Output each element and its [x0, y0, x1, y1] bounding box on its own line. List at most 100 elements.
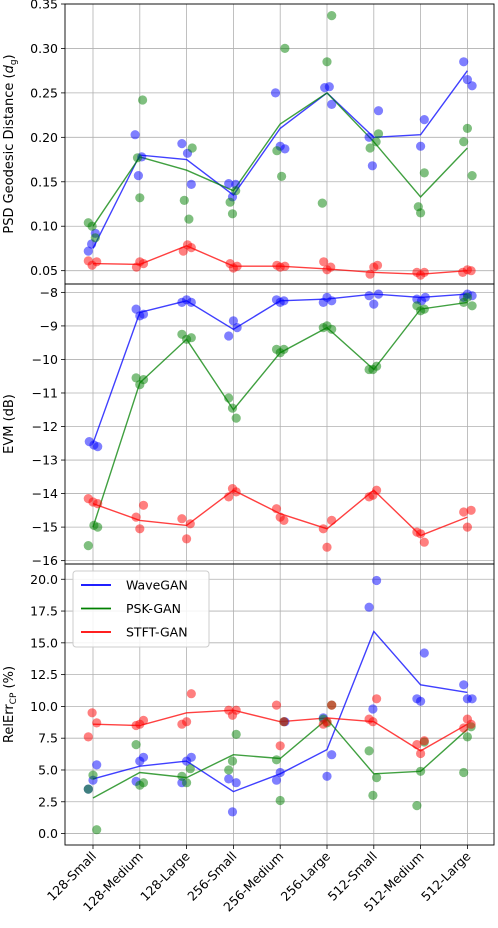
y-tick-label: 7.5: [38, 731, 58, 746]
series-line-psk-gan: [92, 91, 468, 227]
data-point-psk-gan: [416, 766, 426, 776]
data-point-wavegan: [92, 760, 102, 770]
data-point-psk-gan: [131, 740, 141, 750]
data-point-psk-gan: [327, 11, 337, 21]
data-point-psk-gan: [462, 123, 472, 133]
data-point-psk-gan: [131, 373, 141, 383]
data-point-wavegan: [369, 299, 379, 309]
y-tick-label: 0.20: [30, 130, 58, 145]
data-point-psk-gan: [227, 756, 238, 766]
y-tick-label: 12.5: [30, 667, 58, 682]
data-point-stft-gan: [419, 736, 429, 746]
data-point-psk-gan: [275, 795, 285, 806]
data-point-wavegan: [83, 246, 93, 256]
data-point-psk-gan: [83, 784, 93, 794]
data-point-wavegan: [420, 292, 430, 302]
data-point-stft-gan: [462, 522, 472, 532]
data-point-stft-gan: [275, 741, 285, 751]
data-point-wavegan: [228, 316, 238, 326]
data-point-wavegan: [327, 750, 337, 760]
data-point-stft-gan: [466, 719, 476, 729]
data-point-psk-gan: [373, 129, 384, 139]
legend-entry-psk-gan: PSK-GAN: [126, 601, 181, 616]
data-point-psk-gan: [92, 825, 102, 835]
data-point-stft-gan: [177, 514, 187, 524]
y-tick-label: 10.0: [30, 699, 58, 714]
data-point-wavegan: [419, 648, 429, 658]
data-point-psk-gan: [419, 168, 429, 178]
data-point-psk-gan: [179, 195, 189, 205]
y-tick-label: 5.0: [38, 762, 58, 777]
data-point-wavegan: [367, 161, 377, 171]
data-point-wavegan: [459, 680, 469, 690]
y-tick-label: −8: [40, 285, 58, 300]
x-tick-label: 256-Large: [278, 848, 334, 904]
y-tick-label: 2.5: [38, 794, 58, 809]
y-axis-label-subscript: g: [9, 59, 19, 65]
data-point-stft-gan: [138, 715, 149, 726]
data-point-stft-gan: [185, 519, 195, 529]
series-line-wavegan: [92, 70, 468, 249]
data-point-wavegan: [279, 296, 289, 306]
data-point-psk-gan: [224, 393, 234, 403]
data-point-stft-gan: [459, 507, 469, 517]
data-point-stft-gan: [231, 487, 241, 497]
data-point-psk-gan: [412, 801, 422, 811]
data-point-wavegan: [231, 778, 241, 788]
data-point-stft-gan: [365, 269, 375, 279]
y-axis-label: EVM (dB): [2, 394, 17, 454]
y-axis-label-subscript: CP: [9, 692, 19, 704]
data-point-psk-gan: [372, 361, 382, 371]
data-point-stft-gan: [83, 732, 93, 742]
y-tick-label: −14: [32, 486, 58, 501]
data-point-stft-gan: [279, 717, 289, 727]
data-point-stft-gan: [182, 717, 192, 727]
data-point-stft-gan: [318, 524, 328, 534]
data-point-stft-gan: [135, 524, 145, 534]
y-tick-label: −11: [32, 385, 58, 400]
data-point-stft-gan: [280, 261, 290, 271]
data-point-psk-gan: [462, 292, 472, 302]
data-point-psk-gan: [138, 375, 149, 385]
y-axis-label: PSD Geodesic Distance (dg): [2, 54, 19, 233]
data-point-stft-gan: [466, 266, 476, 276]
y-tick-label: 20.0: [30, 572, 58, 587]
data-point-wavegan: [327, 296, 337, 306]
data-point-psk-gan: [227, 209, 238, 219]
data-point-stft-gan: [459, 723, 469, 733]
data-point-stft-gan: [271, 504, 282, 514]
y-axis-label-part: d: [2, 64, 17, 73]
data-point-stft-gan: [231, 705, 241, 715]
data-point-stft-gan: [319, 257, 329, 267]
data-point-stft-gan: [138, 500, 149, 510]
y-tick-label: 0.30: [30, 41, 58, 56]
y-tick-label: 0.10: [30, 219, 58, 234]
data-point-wavegan: [364, 602, 374, 612]
x-axis: 128-Small128-Medium128-Large256-Small256…: [44, 845, 474, 915]
data-point-psk-gan: [365, 143, 375, 153]
data-point-wavegan: [231, 179, 241, 189]
data-point-wavegan: [280, 144, 290, 154]
data-point-psk-gan: [231, 186, 241, 196]
data-point-psk-gan: [224, 765, 234, 775]
legend-box: [72, 570, 210, 648]
data-point-stft-gan: [327, 515, 337, 526]
data-point-psk-gan: [368, 790, 378, 801]
data-point-psk-gan: [182, 778, 192, 788]
data-point-wavegan: [372, 575, 382, 586]
y-tick-label: −9: [40, 318, 58, 333]
data-point-wavegan: [227, 807, 238, 817]
data-point-wavegan: [186, 297, 196, 307]
data-point-psk-gan: [88, 770, 98, 780]
data-point-wavegan: [467, 81, 477, 91]
y-tick-label: −15: [32, 520, 58, 535]
data-point-wavegan: [467, 694, 477, 704]
data-point-stft-gan: [372, 485, 382, 495]
data-point-stft-gan: [327, 700, 337, 710]
y-axis-label-part: ): [2, 54, 17, 59]
data-point-psk-gan: [462, 732, 472, 742]
data-point-wavegan: [133, 171, 143, 181]
data-point-psk-gan: [225, 197, 235, 207]
data-point-psk-gan: [327, 324, 337, 334]
